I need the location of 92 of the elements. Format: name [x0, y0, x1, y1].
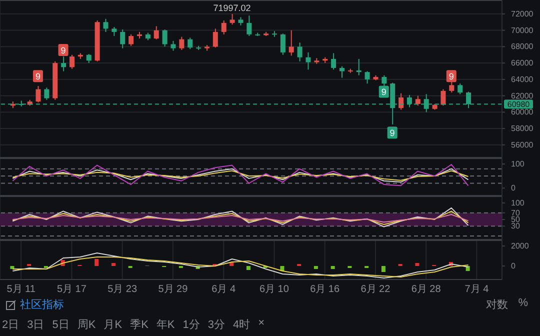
candlestick — [162, 28, 168, 48]
annotation: 9 — [60, 45, 66, 56]
candlestick — [230, 13, 235, 26]
candlestick — [179, 36, 184, 50]
candlestick — [364, 70, 370, 84]
y-tick-label: 100 — [511, 160, 525, 169]
text: 月K — [104, 318, 122, 332]
bar — [10, 266, 14, 269]
text: 5日 — [52, 318, 70, 332]
bar — [111, 263, 116, 266]
bar — [94, 259, 99, 266]
y-tick-label: 72000 — [511, 9, 534, 18]
candlestick — [86, 54, 92, 64]
annotation: 9 — [381, 87, 386, 98]
y-tick-label: 62000 — [511, 91, 534, 100]
text: 1分 — [182, 318, 200, 332]
ref-line-label: 60980 — [507, 100, 530, 110]
text: 季K — [130, 318, 148, 332]
y-tick-label: 66000 — [511, 58, 534, 68]
text: 3分 — [208, 318, 225, 332]
candlestick — [36, 85, 41, 103]
candlestick — [356, 58, 362, 76]
candlestick — [154, 26, 159, 40]
y-tick-label: 2000 — [511, 242, 530, 250]
annotation: 9 — [448, 72, 454, 82]
text: × — [258, 317, 265, 331]
annotation: 71997.02 — [213, 2, 251, 13]
bar — [246, 266, 250, 270]
line-series — [12, 164, 469, 186]
candlestick — [212, 28, 218, 48]
x-tick-label: 5月 23 — [108, 284, 138, 295]
text: 年K — [156, 318, 175, 332]
candlestick — [120, 28, 126, 49]
candlestick — [170, 40, 176, 52]
y-tick-label: 0 — [511, 262, 516, 270]
x-tick-label: 6月 28 — [411, 284, 442, 295]
line-series — [12, 256, 469, 278]
candlestick — [246, 15, 252, 37]
text: 社区指标 — [20, 298, 64, 312]
candlestick — [306, 52, 311, 70]
text: 对数 — [486, 298, 508, 312]
candlestick — [331, 52, 336, 70]
x-tick-label: 5月 29 — [158, 284, 188, 295]
text: % — [518, 297, 528, 311]
x-tick-label: 7月 4 — [464, 284, 490, 295]
candlestick — [69, 54, 74, 70]
candlestick — [440, 88, 446, 106]
y-tick-label: 68000 — [511, 42, 534, 52]
x-tick-label: 6月 4 — [212, 284, 236, 295]
candlestick — [128, 34, 134, 46]
line-series — [12, 252, 469, 278]
y-tick-label: 64000 — [511, 74, 534, 84]
bar — [330, 266, 335, 269]
x-tick-label: 6月 22 — [360, 284, 391, 295]
candlestick — [297, 42, 302, 62]
y-tick-label: 50 — [511, 214, 520, 224]
candlestick — [458, 83, 463, 95]
candlestick — [288, 30, 294, 56]
candlestick — [188, 37, 193, 50]
line-series — [12, 210, 469, 225]
candlestick — [398, 92, 404, 110]
candlestick — [44, 87, 50, 100]
annotation: 9 — [390, 128, 395, 138]
candlestick — [112, 26, 117, 37]
annotation: 9 — [35, 72, 40, 82]
bar — [415, 263, 420, 266]
y-tick-label: 58000 — [511, 124, 534, 134]
text: 周K — [77, 318, 96, 332]
y-tick-label: 70000 — [511, 26, 534, 35]
y-tick-label: 100 — [511, 198, 525, 208]
y-tick-label: 70 — [511, 208, 520, 218]
text: 4时 — [233, 318, 250, 332]
candlestick — [339, 66, 344, 78]
line-series — [12, 214, 469, 223]
candlestick — [221, 20, 226, 35]
candlestick — [61, 56, 66, 72]
line-series — [12, 207, 469, 228]
candlestick — [280, 33, 286, 56]
x-tick-label: 6月 16 — [310, 284, 340, 295]
text: 2日 — [2, 318, 20, 332]
y-tick-label: 0 — [511, 184, 516, 193]
bar — [381, 266, 386, 272]
x-tick-label: 5月 11 — [6, 284, 36, 295]
x-tick-label: 6月 10 — [259, 284, 290, 295]
y-tick-label: 60000 — [511, 108, 534, 117]
candlestick — [103, 18, 108, 32]
bar — [314, 266, 318, 269]
x-tick-label: 5月 17 — [56, 284, 87, 295]
text: 3日 — [27, 318, 44, 332]
y-tick-label: 30 — [511, 222, 520, 231]
y-tick-label: 56000 — [511, 140, 534, 150]
candlestick — [415, 95, 420, 106]
